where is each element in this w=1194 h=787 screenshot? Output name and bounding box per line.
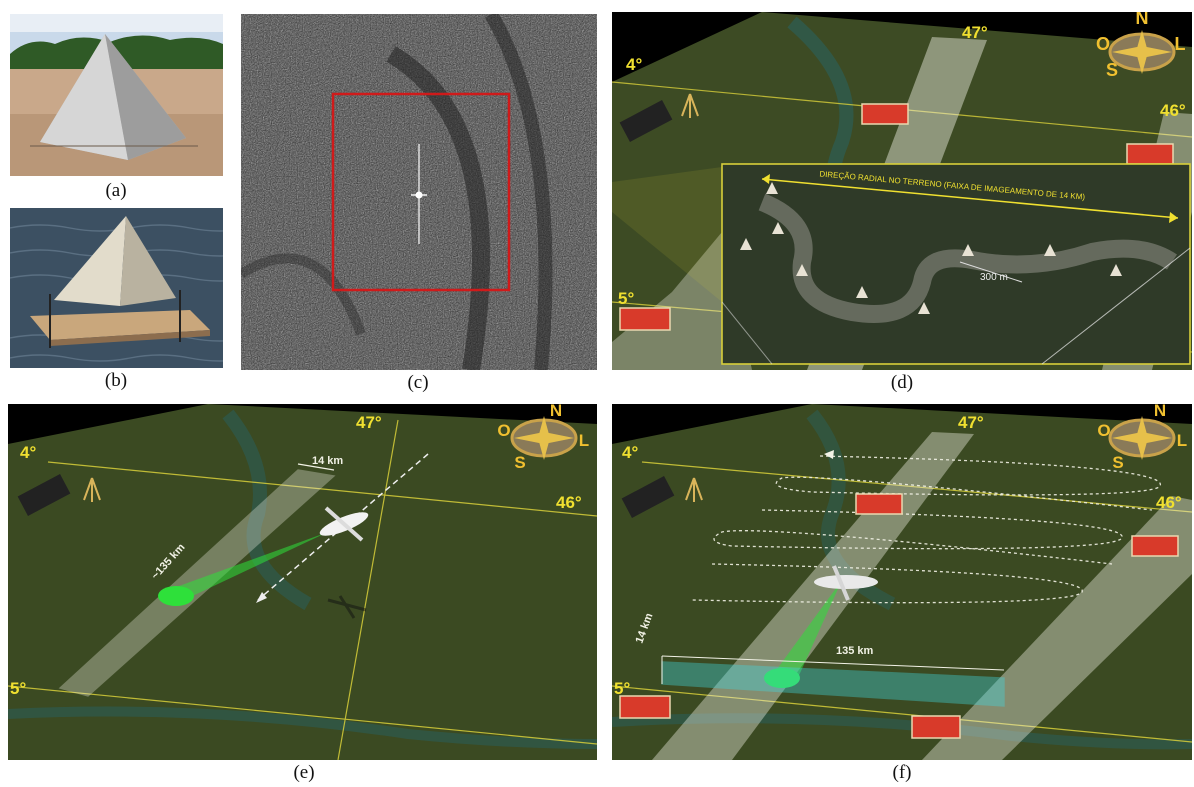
compass-east: L xyxy=(1175,34,1186,54)
compass-south: S xyxy=(514,453,525,472)
compass-north: N xyxy=(550,404,562,420)
compass-rose-icon xyxy=(1108,30,1176,74)
beam-footprint xyxy=(764,668,800,688)
target-marker xyxy=(861,103,909,125)
lat-label-4: 4° xyxy=(626,55,642,74)
lat-label-5: 5° xyxy=(618,289,634,308)
swath-length-label: 135 km xyxy=(836,645,874,657)
caption-c: (c) xyxy=(407,372,429,393)
caption-b: (b) xyxy=(104,370,128,391)
map-panel-e: 14 km ~135 km N O L S 4° 5° 47° 46° xyxy=(8,404,597,760)
map-panel-d: N O L S 4° 5° 47° 46° DIREÇÃO RADIAL NO … xyxy=(612,12,1192,370)
lon-label-46: 46° xyxy=(1156,493,1182,512)
aircraft-icon xyxy=(319,506,369,542)
target-highlight-box xyxy=(331,92,511,292)
flight-pattern xyxy=(691,455,1161,604)
photo-b-reflector-on-water xyxy=(10,208,223,368)
target-marker xyxy=(619,307,671,331)
compass-south: S xyxy=(1112,453,1123,472)
compass-west: O xyxy=(497,421,510,440)
target-marker xyxy=(619,695,671,719)
lon-label-47: 47° xyxy=(958,413,984,432)
aircraft-icon xyxy=(814,565,878,601)
compass-rose-icon xyxy=(510,416,578,460)
lon-label-46: 46° xyxy=(1160,101,1186,120)
caption-d: (d) xyxy=(890,372,914,393)
compass-east: L xyxy=(579,431,589,450)
tripod-icon xyxy=(83,477,101,502)
compass-rose-icon xyxy=(1108,416,1176,460)
swath-width-label: 14 km xyxy=(312,455,343,467)
runway-icon xyxy=(621,476,675,518)
compass-west: O xyxy=(1096,34,1110,54)
lon-label-47: 47° xyxy=(356,413,382,432)
caption-f: (f) xyxy=(892,762,912,783)
target-marker xyxy=(1126,143,1174,165)
caption-a: (a) xyxy=(105,180,127,201)
reflector-marker-group xyxy=(740,182,1122,314)
target-marker xyxy=(855,493,903,515)
sar-image-c xyxy=(241,14,597,370)
compass-south: S xyxy=(1106,60,1118,80)
radar-beam xyxy=(772,580,842,682)
runway-icon xyxy=(17,474,71,516)
lon-label-46: 46° xyxy=(556,493,582,512)
lat-label-4: 4° xyxy=(622,443,638,462)
compass-north: N xyxy=(1136,12,1149,28)
target-marker xyxy=(911,715,961,739)
swath-strip xyxy=(922,496,1192,760)
lat-label-5: 5° xyxy=(614,679,630,698)
compass-east: L xyxy=(1177,431,1187,450)
map-panel-f: 135 km 14 km N O L S 4° 5° 47° 46° xyxy=(612,404,1192,760)
photo-a-reflector-on-ground xyxy=(10,14,223,176)
spacing-label: 300 m xyxy=(980,272,1008,283)
compass-west: O xyxy=(1097,421,1110,440)
lat-label-5: 5° xyxy=(10,679,26,698)
beam-footprint xyxy=(158,586,194,606)
caption-e: (e) xyxy=(293,762,315,783)
tripod-icon xyxy=(681,93,699,118)
lon-label-47: 47° xyxy=(962,23,988,42)
compass-north: N xyxy=(1154,404,1166,420)
radar-beam xyxy=(168,532,328,600)
target-marker xyxy=(1131,535,1179,557)
tripod-icon xyxy=(685,477,703,502)
runway-icon xyxy=(619,100,673,142)
lat-label-4: 4° xyxy=(20,443,36,462)
